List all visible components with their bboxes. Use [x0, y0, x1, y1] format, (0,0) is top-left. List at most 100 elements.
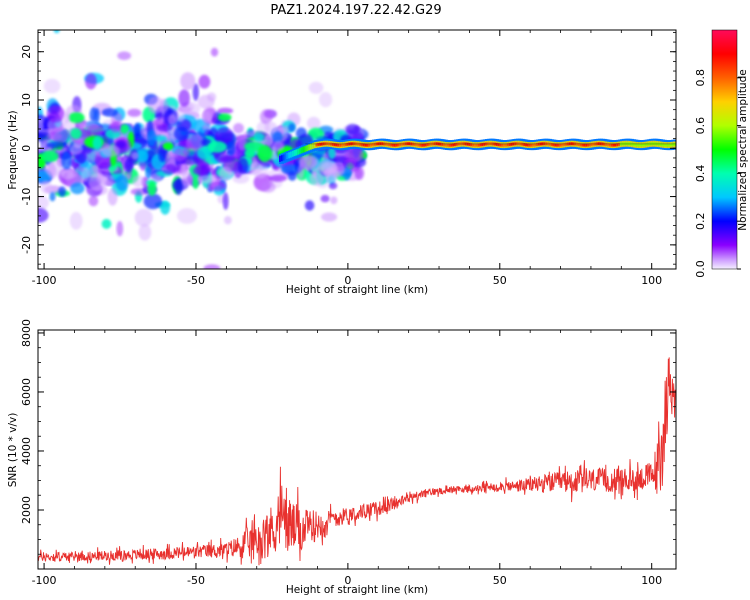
heatmap-cell: [174, 177, 183, 195]
colorbar-gradient: [711, 29, 738, 270]
colorbar-label: Normalized spectral amplitude: [737, 69, 749, 230]
heatmap-cell: [299, 156, 317, 171]
heatmap-cell: [201, 110, 212, 124]
heatmap-cell: [248, 161, 264, 174]
heatmap-cell: [107, 188, 118, 206]
heatmap-cell: [198, 74, 211, 89]
y-tick-label: 4000: [20, 437, 33, 465]
heatmap-cell: [162, 142, 174, 150]
snr-x-axis-label: Height of straight line (km): [286, 584, 428, 596]
heatmap-cell: [117, 51, 132, 60]
heatmap-cell: [75, 166, 84, 173]
heatmap-cell: [152, 135, 167, 142]
heatmap-cell: [46, 132, 63, 141]
heatmap-cell: [308, 81, 324, 94]
heatmap-cell: [115, 175, 129, 191]
heatmap-cell: [288, 123, 296, 132]
heatmap-cell: [145, 166, 152, 180]
heatmap-cell: [86, 124, 104, 137]
x-tick-label: 0: [344, 274, 351, 287]
heatmap-cell: [69, 211, 83, 230]
heatmap-cell: [207, 141, 227, 153]
heatmap-cell: [110, 122, 121, 133]
y-tick-label: 0: [20, 145, 33, 152]
y-tick-label: -20: [20, 236, 33, 254]
heatmap-cell: [179, 164, 188, 177]
snr-x-tick-labels: -100 -50 0 50 100: [32, 574, 663, 587]
colorbar: 0.0 0.2 0.4 0.6 0.8 Normalized spectral ampl…: [694, 29, 749, 278]
heatmap-cell: [101, 144, 120, 158]
x-tick-label: 50: [493, 274, 507, 287]
heatmap-cell: [186, 134, 205, 152]
heatmap-cell: [222, 192, 229, 210]
x-tick-label: -50: [187, 274, 205, 287]
spectrogram-x-axis-label: Height of straight line (km): [286, 284, 428, 296]
heatmap-cell: [134, 149, 149, 163]
y-tick-label: 2000: [20, 496, 33, 524]
x-tick-label: -100: [32, 574, 57, 587]
heatmap-cell: [88, 195, 99, 207]
heatmap-cell: [288, 170, 297, 181]
heatmap-cell: [253, 132, 265, 142]
heatmap-cell: [304, 200, 315, 211]
heatmap-cell: [217, 107, 234, 114]
heatmap-cell: [215, 127, 234, 145]
heatmap-cell: [192, 166, 210, 176]
heatmap-cell: [132, 175, 145, 188]
heatmap-cell: [49, 192, 56, 202]
heatmap-cell: [320, 162, 338, 174]
snr-panel: -100 -50 0 50 100 2000 4000 6000 8000 Height of…: [7, 319, 677, 596]
heatmap-cell: [192, 174, 199, 189]
heatmap-cell: [138, 223, 152, 241]
heatmap-cell: [39, 180, 52, 194]
band-cell-core: [672, 143, 676, 146]
heatmap-cell: [259, 109, 273, 125]
heatmap-cell: [143, 193, 163, 210]
heatmap-cell: [68, 112, 85, 124]
figure-title: PAZ1.2024.197.22.42.G29: [270, 3, 441, 18]
heatmap-cell: [269, 174, 287, 182]
heatmap-cell: [38, 195, 49, 210]
heatmap-cell: [237, 157, 249, 175]
heatmap-cell: [85, 73, 97, 90]
spectrogram-y-axis-label: Frequency (Hz): [7, 110, 19, 189]
x-tick-label: 0: [344, 574, 351, 587]
heatmap-cell: [158, 145, 167, 163]
heatmap-cell: [203, 264, 221, 269]
heatmap-cell: [217, 113, 232, 122]
snr-y-axis-label: SNR (10 * v/v): [7, 413, 19, 488]
heatmap-cell: [345, 123, 360, 135]
heatmap-cell: [101, 108, 118, 117]
heatmap-cell: [127, 108, 142, 117]
y-tick-label: 6000: [20, 378, 33, 406]
heatmap-cell: [69, 169, 77, 179]
heatmap-cell: [201, 138, 212, 146]
heatmap-cell: [173, 148, 187, 162]
heatmap-cell: [92, 136, 103, 150]
heatmap-cell: [88, 173, 107, 192]
heatmap-cell: [345, 147, 365, 162]
y-tick-label: 10: [20, 93, 33, 107]
heatmap-cell: [343, 158, 357, 168]
heatmap-cell: [70, 144, 83, 155]
heatmap-cell: [261, 181, 276, 193]
spectrogram-x-tick-labels: -100 -50 0 50 100: [32, 274, 663, 287]
snr-frame: [37, 329, 677, 570]
heatmap-cell: [197, 174, 217, 184]
heatmap-cell: [124, 157, 133, 173]
x-tick-label: 100: [641, 574, 662, 587]
heatmap-cell: [70, 182, 85, 195]
heatmap-cell: [133, 122, 142, 138]
heatmap-cell: [321, 212, 338, 222]
snr-y-tick-labels: 2000 4000 6000 8000: [20, 319, 33, 524]
heatmap-cell: [58, 186, 66, 197]
heatmap-cell: [46, 105, 65, 123]
colorbar-tick-label: 0.6: [694, 117, 707, 135]
heatmap-cell: [162, 163, 177, 175]
heatmap-cell: [319, 92, 333, 108]
heatmap-cell: [70, 128, 82, 140]
heatmap-cell: [180, 72, 196, 90]
heatmap-cell: [61, 151, 72, 170]
heatmap-cell: [328, 146, 336, 160]
colorbar-tick-label: 0.2: [694, 212, 707, 230]
